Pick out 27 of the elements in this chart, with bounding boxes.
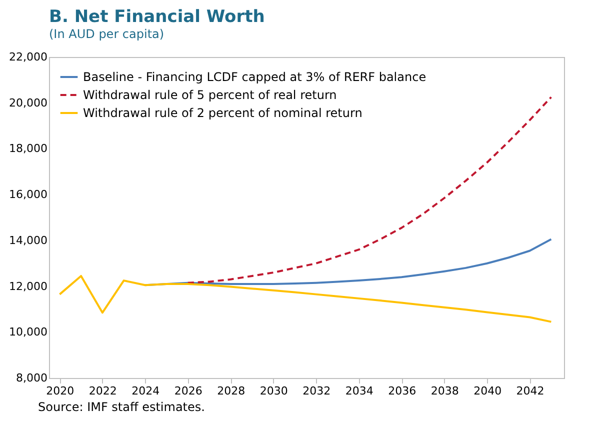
x-tick-label: 2020 xyxy=(46,384,74,398)
y-tick-label: 14,000 xyxy=(9,234,48,247)
x-tick-label: 2042 xyxy=(516,384,544,398)
legend-label: Withdrawal rule of 2 percent of nominal return xyxy=(83,106,362,120)
x-tick-label: 2028 xyxy=(217,384,246,398)
legend-label: Baseline - Financing LCDF capped at 3% of RERF balance xyxy=(83,70,426,84)
y-tick-label: 16,000 xyxy=(9,188,48,202)
x-tick-label: 2034 xyxy=(345,384,374,398)
chart-subtitle: (In AUD per capita) xyxy=(49,27,164,41)
source-note: Source: IMF staff estimates. xyxy=(38,400,206,414)
x-tick-label: 2030 xyxy=(260,384,288,398)
y-tick-label: 10,000 xyxy=(9,326,48,339)
x-tick-label: 2024 xyxy=(132,384,160,398)
y-tick-label: 22,000 xyxy=(9,50,48,64)
x-tick-label: 2038 xyxy=(430,384,459,398)
chart-title: B. Net Financial Worth xyxy=(49,7,265,27)
line-series xyxy=(58,274,552,323)
x-tick-label: 2026 xyxy=(174,384,202,398)
x-tick-label: 2022 xyxy=(88,384,117,398)
y-tick-label: 12,000 xyxy=(9,280,48,293)
x-tick-label: 2036 xyxy=(388,384,416,398)
x-tick-label: 2040 xyxy=(474,384,502,398)
x-tick-label: 2032 xyxy=(302,384,331,398)
y-tick-label: 18,000 xyxy=(9,142,48,156)
y-tick-label: 20,000 xyxy=(9,96,48,110)
legend-label: Withdrawal rule of 5 percent of real return xyxy=(83,88,337,102)
y-tick-label: 8,000 xyxy=(16,372,48,384)
